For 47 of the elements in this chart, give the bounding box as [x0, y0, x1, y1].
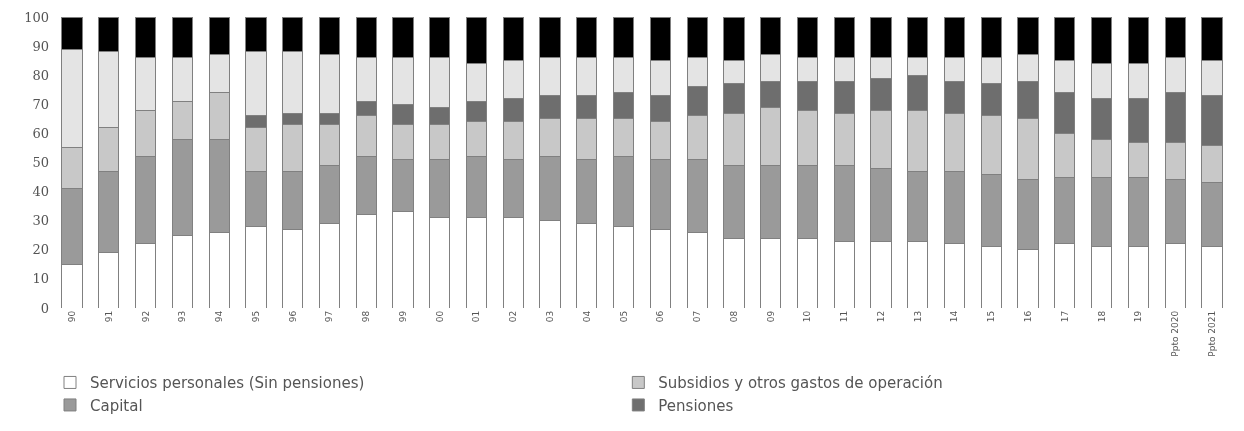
y-tick-label: 50 [32, 155, 49, 171]
x-tick-label: 00 [434, 310, 445, 323]
x-tick-label: 16 [1023, 310, 1034, 323]
x-tick-label: 14 [949, 310, 960, 323]
x-tick-label: 03 [544, 310, 555, 323]
x-tick-label: 02 [508, 310, 519, 323]
x-tick-label: 97 [324, 310, 335, 323]
y-tick-label: 20 [32, 242, 49, 258]
x-tick-label: 96 [287, 310, 298, 323]
legend-label: Servicios personales (Sin pensiones) [90, 374, 365, 393]
x-tick-label: 93 [177, 310, 188, 323]
x-tick-label: 99 [397, 310, 408, 323]
y-tick-label: 80 [32, 67, 49, 83]
x-tick-label: 18 [1096, 310, 1107, 323]
y-tick-label: 10 [32, 271, 49, 287]
y-tick-label: 30 [32, 213, 49, 229]
legend-label: Capital [90, 396, 143, 415]
x-tick-label: 15 [986, 310, 997, 323]
x-tick-label: 07 [692, 310, 703, 323]
x-tick-label: 12 [875, 310, 886, 323]
x-tick-label: 91 [103, 310, 114, 323]
x-tick-label: 17 [1059, 310, 1070, 323]
x-tick-label: 98 [361, 310, 372, 323]
x-tick-label: 95 [250, 310, 261, 323]
x-tick-label: 04 [581, 310, 592, 323]
y-tick-label: 0 [40, 300, 49, 316]
x-tick-label: 94 [214, 310, 225, 323]
x-tick-label: 13 [912, 310, 923, 323]
x-tick-label: 05 [618, 310, 629, 323]
y-tick-label: 100 [24, 9, 49, 25]
y-tick-label: 70 [32, 96, 49, 112]
x-tick-label: 90 [66, 310, 77, 323]
x-tick-label: 19 [1133, 310, 1144, 323]
legend-label: Pensiones [658, 396, 734, 415]
x-tick-label: 92 [140, 310, 151, 323]
y-tick-label: 90 [32, 38, 49, 54]
legend-label: Subsidios y otros gastos de operación [658, 374, 943, 393]
x-tick-label: Ppto 2020 [1170, 310, 1181, 357]
x-tick-label: Ppto 2021 [1206, 310, 1217, 357]
x-tick-label: 11 [839, 310, 850, 323]
y-tick-label: 60 [32, 125, 49, 141]
x-tick-label: 08 [728, 310, 739, 323]
x-tick-label: 01 [471, 310, 482, 323]
x-tick-label: 10 [802, 310, 813, 323]
y-tick-label: 40 [32, 184, 49, 200]
x-tick-label: 06 [655, 310, 666, 323]
x-tick-label: 09 [765, 310, 776, 323]
